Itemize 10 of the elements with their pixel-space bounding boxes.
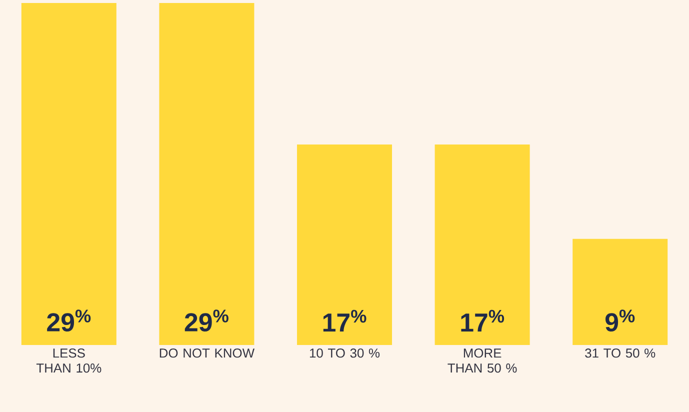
data-label: 29$^{%}$ [184,310,228,332]
x-tick-label: 10 TO 30 % [310,348,380,358]
x-tick-label: 31 TO 50 % [585,348,656,358]
data-label: 9$^{%}$ [605,310,635,332]
x-tick-label: LESS THAN 10% [36,348,102,373]
x-tick-label: DO NOT KNOW [160,348,254,358]
data-label: 17$^{%}$ [461,310,504,332]
data-label: 29$^{%}$ [47,310,91,332]
data-label: 17$^{%}$ [323,310,366,332]
x-tick-label: MORE THAN 50 % [448,348,517,373]
